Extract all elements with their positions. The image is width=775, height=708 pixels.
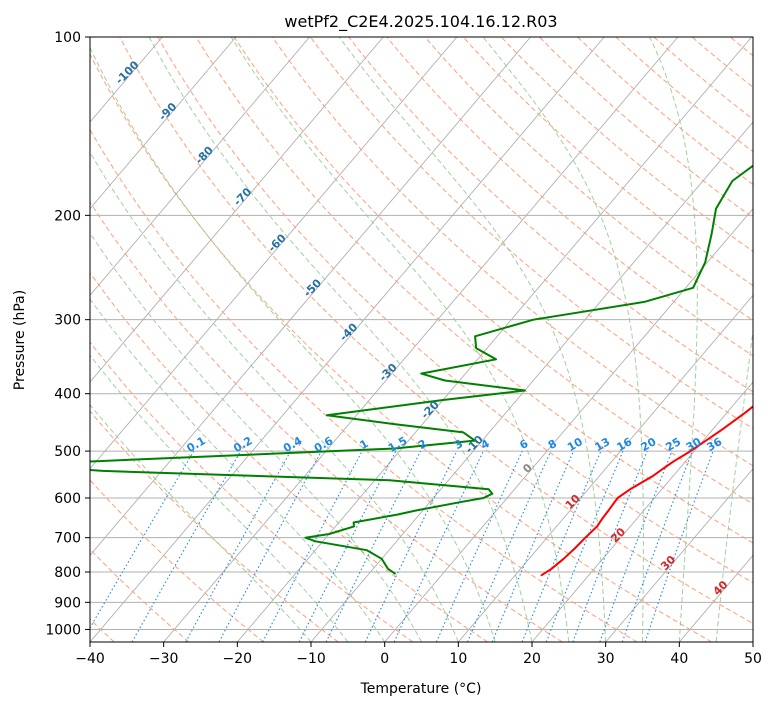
x-axis-label: Temperature (°C) xyxy=(360,681,482,697)
mixing-ratio-line xyxy=(644,450,714,642)
y-axis: 100 200 300 400 500 600 700 800 900 1000 xyxy=(45,30,90,638)
y-tick-label: 800 xyxy=(54,565,81,581)
isotherm-gridline xyxy=(457,294,753,642)
dry-adiabat xyxy=(90,271,488,642)
y-tick-label: 400 xyxy=(54,387,81,403)
x-tick-label: 30 xyxy=(597,651,615,667)
moist-adiabat xyxy=(90,354,349,642)
chart-title: wetPf2_C2E4.2025.104.16.12.R03 xyxy=(284,12,557,32)
dry-adiabat xyxy=(462,37,753,287)
moist-adiabat xyxy=(148,37,533,642)
isotherm-gridline xyxy=(90,37,531,556)
x-tick-label: 50 xyxy=(744,651,762,667)
y-tick-label: 900 xyxy=(54,595,81,611)
dry-adiabat xyxy=(90,410,339,642)
mixing-ratio-line xyxy=(435,450,523,642)
isotherm-gridline xyxy=(90,37,237,210)
x-tick-label: 20 xyxy=(523,651,541,667)
moist-adiabat xyxy=(90,46,496,642)
temperature-profile-line xyxy=(540,405,753,577)
y-tick-label: 1000 xyxy=(45,622,81,638)
x-tick-label: −20 xyxy=(223,651,253,667)
mixing-ratio-line xyxy=(572,450,648,642)
mixing-ratio-line xyxy=(466,450,552,642)
mixing-ratio-line xyxy=(325,450,422,642)
moist-adiabat xyxy=(482,37,644,642)
isotherm-gridline xyxy=(384,207,753,642)
plot-background xyxy=(90,37,753,642)
dry-adiabat xyxy=(90,201,563,642)
grid-layer xyxy=(90,37,753,642)
dry-adiabat xyxy=(195,37,753,544)
dewpoint-profile-line xyxy=(90,164,753,575)
mixing-ratio-line xyxy=(298,450,397,642)
mixing-ratio-line xyxy=(545,450,624,642)
x-tick-label: 0 xyxy=(380,651,389,667)
dry-adiabat xyxy=(386,37,753,357)
isotherm-gridline xyxy=(90,37,605,642)
mixing-ratio-line xyxy=(621,450,693,642)
isotherm-gridline xyxy=(90,37,384,383)
y-tick-label: 200 xyxy=(54,208,81,224)
moist-adiabat xyxy=(90,298,386,642)
isotherm-gridline xyxy=(90,37,458,470)
y-tick-label: 100 xyxy=(54,30,81,46)
moist-adiabat xyxy=(90,151,459,642)
isotherm-gridline xyxy=(531,381,753,642)
dry-adiabat xyxy=(90,479,264,642)
moist-adiabat xyxy=(338,37,607,642)
isotherm-gridline xyxy=(605,467,753,642)
dry-adiabat xyxy=(119,37,753,624)
dry-adiabat xyxy=(157,37,753,584)
dry-adiabat xyxy=(271,37,753,467)
x-tick-label: −10 xyxy=(296,651,326,667)
y-tick-label: 600 xyxy=(54,491,81,507)
dry-adiabat xyxy=(310,37,753,430)
mixing-ratio-line xyxy=(491,450,575,642)
isotherm-gridline xyxy=(163,37,679,642)
mixing-ratio-line xyxy=(599,450,673,642)
mixing-ratio-line xyxy=(185,450,292,642)
x-tick-label: 40 xyxy=(670,651,688,667)
moist-adiabat xyxy=(90,403,312,642)
y-axis-label: Pressure (hPa) xyxy=(12,290,28,390)
y-tick-label: 300 xyxy=(54,313,81,329)
plot-frame xyxy=(89,36,754,643)
dry-adiabat xyxy=(233,37,753,505)
dry-adiabat xyxy=(90,128,638,642)
y-tick-label: 500 xyxy=(54,444,81,460)
mixing-ratio-line xyxy=(521,450,602,642)
moist-adiabat xyxy=(90,232,422,642)
moist-adiabat xyxy=(230,37,570,642)
x-tick-label: −40 xyxy=(75,651,105,667)
x-tick-label: −30 xyxy=(149,651,179,667)
moist-adiabat xyxy=(715,326,753,642)
x-tick-label: 10 xyxy=(449,651,467,667)
series-layer xyxy=(90,164,753,577)
y-tick-label: 700 xyxy=(54,531,81,547)
mixing-ratio-line xyxy=(218,450,322,642)
x-axis: −40 −30 −20 −10 0 10 20 30 40 50 xyxy=(75,642,762,667)
isotherm-gridline xyxy=(236,37,752,642)
isotherm-gridline xyxy=(90,37,310,297)
